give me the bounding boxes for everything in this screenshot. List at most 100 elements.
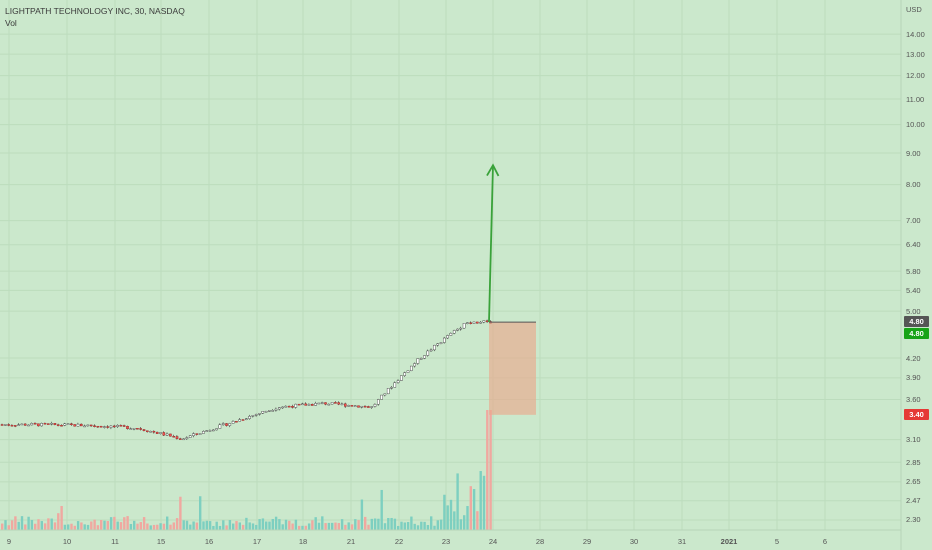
candle-body	[459, 327, 463, 330]
volume-bar	[70, 523, 73, 530]
candle-body	[373, 404, 377, 407]
candle-body	[327, 403, 331, 406]
volume-bar	[53, 522, 57, 530]
candle-body	[23, 423, 27, 426]
volume-bar	[446, 505, 449, 530]
candle-body	[241, 419, 245, 421]
volume-bar	[109, 517, 113, 530]
time-tick-label: 21	[346, 537, 356, 546]
candle-body	[334, 402, 337, 404]
volume-bar	[347, 522, 350, 530]
candle-body	[413, 363, 416, 367]
candle-body	[53, 423, 57, 425]
drawings[interactable]	[486, 163, 536, 415]
volume-bar	[304, 525, 307, 530]
volume-bar	[482, 475, 486, 530]
volume-bar	[301, 525, 304, 530]
candle-body	[393, 382, 397, 388]
volume-bar	[449, 499, 453, 530]
volume-indicator-label[interactable]: Vol	[5, 18, 17, 28]
volume-bar	[258, 519, 261, 530]
candle-body	[129, 428, 133, 430]
price-tick-label: 11.00	[906, 94, 925, 104]
volume-bar	[238, 522, 241, 530]
volume-bar	[202, 521, 205, 530]
candle-body	[132, 428, 136, 430]
candle-body	[116, 425, 119, 427]
time-tick-label: 10	[62, 537, 72, 546]
volume-bar	[307, 523, 311, 530]
volume-bar	[20, 516, 24, 530]
volume-bar	[17, 521, 20, 530]
volume-bar	[83, 524, 86, 530]
candle-body	[238, 419, 242, 422]
volume-bar	[106, 521, 109, 530]
candle-body	[291, 406, 294, 408]
candle-body	[202, 431, 205, 434]
volume-bar	[126, 516, 129, 530]
volume-bar	[337, 523, 340, 530]
volume-bar	[416, 525, 420, 530]
volume-bar	[228, 520, 232, 530]
price-tick-label: 2.85	[906, 457, 921, 467]
volume-bar	[76, 521, 80, 530]
candle-body	[386, 388, 390, 395]
arrow-line[interactable]	[488, 165, 494, 323]
volume-bar	[30, 519, 34, 530]
volume-bar	[27, 516, 30, 530]
candle-body	[188, 435, 192, 438]
candle-body	[136, 428, 139, 430]
candle-body	[390, 387, 393, 389]
candle-body	[165, 433, 169, 436]
candle-body	[304, 403, 308, 406]
volume-bar	[298, 525, 301, 530]
candle-body	[30, 423, 34, 426]
volume-bar	[469, 486, 472, 530]
candle-body	[439, 342, 443, 344]
current-price-badge: 4.80	[904, 328, 929, 339]
time-tick-label: 6	[822, 537, 828, 546]
candle-body	[83, 425, 86, 428]
candle-body	[416, 358, 420, 364]
candle-body	[281, 406, 284, 409]
candle-body	[370, 406, 374, 408]
candle-body	[466, 322, 469, 324]
volume-bar	[159, 523, 162, 530]
arrow-head[interactable]	[486, 163, 500, 177]
candle-body	[337, 402, 341, 405]
candle-body	[479, 321, 482, 324]
candle-body	[410, 365, 413, 371]
volume-bar	[439, 519, 443, 530]
volume-bar	[406, 522, 410, 530]
candle-body	[320, 402, 324, 404]
candle-body	[258, 413, 261, 415]
candle-body	[251, 415, 255, 417]
candle-body	[449, 333, 453, 336]
candle-body	[33, 423, 37, 425]
time-tick-label: 29	[582, 537, 592, 546]
candle-body	[17, 424, 20, 426]
price-tick-label: 4.20	[906, 353, 921, 363]
volume-bar	[321, 516, 324, 530]
volume-bar	[413, 523, 416, 530]
stop-zone[interactable]	[489, 322, 536, 415]
volume-bar	[331, 522, 334, 530]
volume-bar	[377, 518, 380, 530]
candle-body	[119, 425, 123, 427]
volume-bar	[479, 471, 482, 530]
volume-bar	[24, 524, 27, 530]
candle-body	[172, 436, 176, 438]
time-tick-label: 30	[629, 537, 639, 546]
volume-bar	[136, 523, 139, 530]
candle-body	[13, 425, 17, 427]
volume-bar	[80, 522, 83, 530]
volume-bar	[149, 525, 152, 530]
volume-bar	[116, 521, 119, 530]
candle-body	[350, 405, 354, 407]
volume-bar	[489, 410, 492, 530]
time-tick-label: 15	[156, 537, 166, 546]
volume-bar	[222, 520, 225, 530]
candles	[0, 319, 492, 441]
